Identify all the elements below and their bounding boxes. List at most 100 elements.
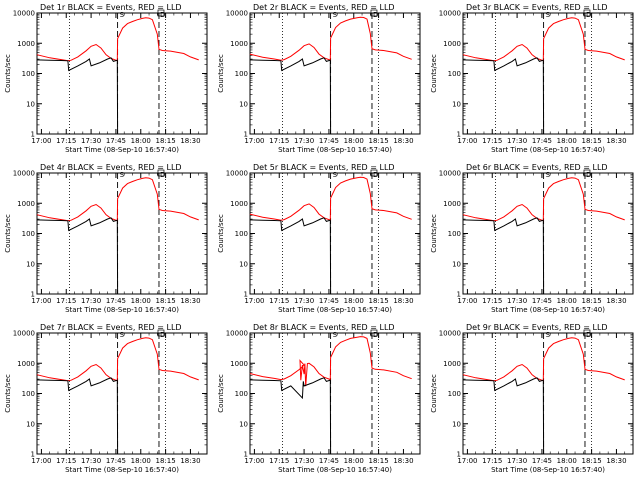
x-tick-label: 17:30 (294, 297, 314, 305)
x-tick-label: 18:00 (344, 297, 364, 305)
y-tick-label: 10000 (13, 330, 35, 338)
plot-frame (36, 332, 208, 455)
y-tick-label: 1000 (443, 200, 461, 208)
series-line-lld (36, 337, 199, 382)
series-line-events (462, 57, 545, 135)
marker-label-s: S (546, 331, 551, 339)
series-line-events (36, 377, 119, 455)
y-tick-label: 100 (22, 390, 35, 398)
y-tick-label: 10000 (439, 10, 461, 18)
x-tick-label: 17:00 (244, 297, 264, 305)
marker-label-d: D (160, 11, 165, 19)
y-tick-label: 1 (31, 291, 35, 299)
x-tick-label: 17:45 (319, 457, 339, 465)
y-tick-label: 10000 (439, 330, 461, 338)
x-tick-label: 17:30 (507, 297, 527, 305)
marker-box-d (370, 9, 378, 17)
y-tick-label: 10 (239, 260, 248, 268)
x-tick-label: 17:30 (507, 137, 527, 145)
y-axis-label: Counts/sec (217, 374, 225, 413)
marker-label-s: S (120, 171, 125, 179)
y-tick-label: 1000 (17, 200, 35, 208)
count-rate-chart: Det 5r BLACK = Events, RED = LLD 1 10 100 10… (217, 163, 421, 314)
x-tick-label: 18:00 (557, 137, 577, 145)
x-tick-label: 17:30 (507, 457, 527, 465)
count-rate-chart: Det 1r BLACK = Events, RED = LLD 1 10 100 10… (4, 3, 208, 154)
x-tick-label: 18:30 (180, 457, 200, 465)
series-line-lld (36, 177, 199, 222)
x-tick-label: 18:30 (393, 297, 413, 305)
x-tick-label: 18:15 (582, 457, 602, 465)
x-tick-label: 17:30 (81, 457, 101, 465)
y-tick-label: 100 (22, 230, 35, 238)
y-tick-label: 100 (235, 390, 248, 398)
marker-label-s: S (546, 11, 551, 19)
x-axis-label: Start Time (08-Sep-10 16:57:40) (491, 306, 605, 314)
x-tick-label: 17:45 (532, 137, 552, 145)
y-tick-label: 100 (448, 390, 461, 398)
plot-frame (462, 332, 634, 455)
marker-label-d: D (586, 171, 591, 179)
plot-frame (36, 12, 208, 135)
x-tick-label: 18:30 (393, 137, 413, 145)
x-tick-label: 17:45 (532, 457, 552, 465)
chart-title: Det 5r BLACK = Events, RED = LLD (253, 163, 395, 172)
x-tick-label: 17:15 (269, 297, 289, 305)
x-tick-label: 17:45 (106, 297, 126, 305)
x-tick-label: 17:00 (244, 457, 264, 465)
y-axis-label: Counts/sec (217, 54, 225, 93)
count-rate-chart: Det 8r BLACK = Events, RED = LLD 1 10 100 10… (217, 323, 421, 474)
plot-frame (249, 172, 421, 295)
y-axis-label: Counts/sec (430, 374, 438, 413)
y-tick-label: 1 (457, 451, 461, 459)
x-tick-label: 18:00 (131, 137, 151, 145)
y-tick-label: 1000 (230, 200, 248, 208)
marker-label-s: S (546, 171, 551, 179)
x-tick-label: 18:00 (131, 297, 151, 305)
chart-title: Det 2r BLACK = Events, RED = LLD (253, 3, 395, 12)
chart-title: Det 8r BLACK = Events, RED = LLD (253, 323, 395, 332)
x-axis-label: Start Time (08-Sep-10 16:57:40) (278, 466, 392, 474)
y-tick-label: 10 (452, 420, 461, 428)
count-rate-chart: Det 6r BLACK = Events, RED = LLD 1 10 100 10… (430, 163, 634, 314)
x-tick-label: 18:30 (606, 457, 626, 465)
y-tick-label: 100 (448, 230, 461, 238)
y-tick-label: 1000 (17, 360, 35, 368)
series-line-lld (249, 336, 412, 387)
marker-label-d: D (373, 11, 378, 19)
series-line-events (249, 217, 332, 295)
y-tick-label: 1 (244, 451, 248, 459)
y-tick-label: 10000 (439, 170, 461, 178)
marker-label-s: S (333, 331, 338, 339)
y-tick-label: 10000 (13, 10, 35, 18)
marker-label-d: D (586, 11, 591, 19)
x-tick-label: 18:00 (131, 457, 151, 465)
marker-label-d: D (373, 331, 378, 339)
marker-label-d: D (373, 171, 378, 179)
x-tick-label: 17:00 (31, 137, 51, 145)
x-tick-label: 17:00 (31, 457, 51, 465)
x-tick-label: 17:15 (56, 457, 76, 465)
chart-title: Det 1r BLACK = Events, RED = LLD (40, 3, 182, 12)
series-line-events (36, 57, 119, 135)
x-tick-label: 18:30 (606, 137, 626, 145)
y-axis-label: Counts/sec (430, 54, 438, 93)
marker-box-d (157, 169, 165, 177)
marker-box-d (370, 169, 378, 177)
y-axis-label: Counts/sec (4, 54, 12, 93)
x-tick-label: 17:45 (532, 297, 552, 305)
detector-panel: Det 6r BLACK = Events, RED = LLD 1 10 100 10… (426, 160, 639, 320)
y-tick-label: 10 (452, 100, 461, 108)
y-tick-label: 10000 (226, 10, 248, 18)
marker-label-d: D (160, 171, 165, 179)
x-tick-label: 17:00 (457, 137, 477, 145)
y-tick-label: 10000 (226, 330, 248, 338)
detector-panel: Det 5r BLACK = Events, RED = LLD 1 10 100 10… (213, 160, 426, 320)
detector-panel: Det 9r BLACK = Events, RED = LLD 1 10 100 10… (426, 320, 639, 480)
x-tick-label: 17:15 (269, 137, 289, 145)
x-axis-label: Start Time (08-Sep-10 16:57:40) (65, 466, 179, 474)
x-tick-label: 17:00 (457, 457, 477, 465)
x-tick-label: 18:00 (344, 457, 364, 465)
chart-title: Det 6r BLACK = Events, RED = LLD (466, 163, 608, 172)
